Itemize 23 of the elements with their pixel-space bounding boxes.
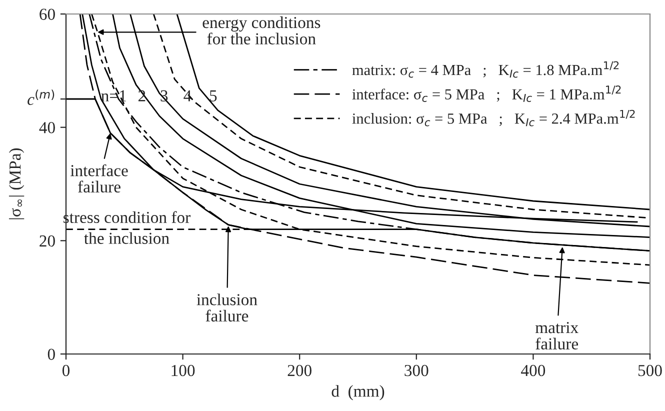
y-axis-title: |σ$_{∞}$| (MPa) (8, 148, 24, 220)
x-tick-label: 0 (62, 364, 70, 376)
annotation: 4 (184, 90, 192, 102)
x-axis-title: d (mm) (332, 385, 384, 400)
x-tick-label: 100 (172, 364, 195, 376)
legend-label: interface: σ$_{c}$ = 5 MPa ; K$_{Ic}$ = 1 MPa.m$^{1/2}$ (352, 86, 621, 102)
y-tick-label: 20 (40, 235, 55, 247)
x-tick-label: 200 (288, 364, 312, 376)
annotation: interface failure (70, 164, 128, 193)
annotation: 2 (138, 90, 146, 102)
x-tick-label: 300 (404, 364, 428, 376)
annotation: inclusion failure (196, 294, 258, 322)
x-tick-label: 400 (521, 364, 546, 376)
x-tick-label: 500 (638, 364, 662, 376)
y-tick-label: 60 (40, 8, 55, 20)
annotation: 5 (210, 90, 217, 102)
y-tick-label: c$^{(m)}$ (28, 90, 54, 106)
annotation: energy conditions for the inclusion (202, 16, 320, 44)
legend-label: matrix: σ$_{c}$ = 4 MPa ; K$_{Ic}$ = 1.8 MPa.m$^{1/2}$ (352, 61, 619, 78)
y-tick-label: 0 (48, 348, 55, 360)
y-tick-label: 40 (39, 122, 55, 134)
annotation: matrix failure (535, 322, 578, 350)
legend-label: inclusion: σ$_{c}$ = 5 MPa ; K$_{Ic}$ = 2.4 MPa.m$^{1/2}$ (352, 110, 635, 126)
